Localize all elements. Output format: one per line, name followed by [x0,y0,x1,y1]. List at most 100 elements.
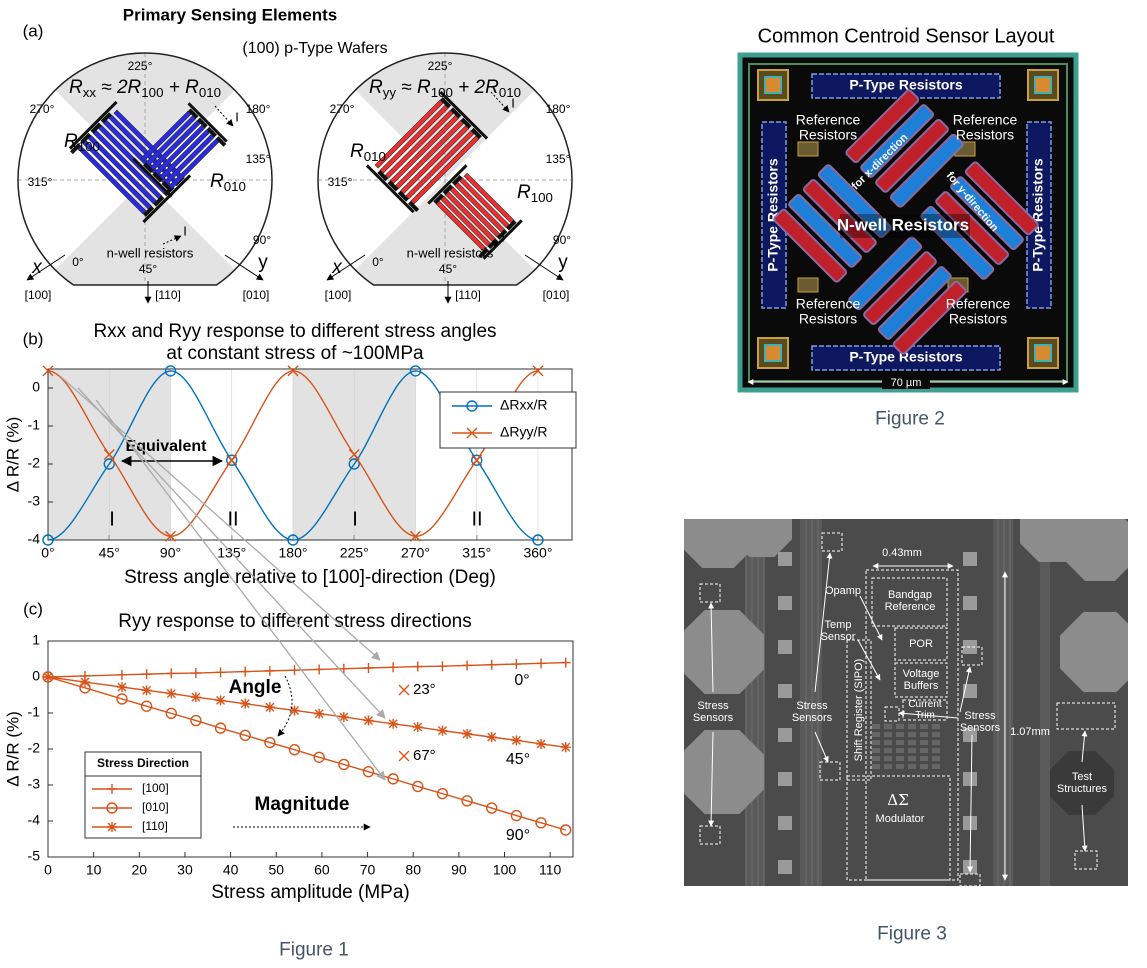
y-tick-label: -2 [28,455,41,471]
io-pad [963,772,977,786]
series-line [47,676,566,831]
block-label: POR [909,637,933,650]
x-axis-label: Stress amplitude (MPa) [211,882,410,903]
dashed-box [846,775,951,881]
bond-pad [1050,751,1114,815]
resistor [427,164,523,260]
resistor-end [142,162,154,174]
plot-frame [47,640,574,858]
io-pad [778,772,792,786]
resistor-end [152,171,163,183]
die-stripe [745,519,765,886]
angle-label: 315° [28,175,53,189]
current-label: I [511,95,515,110]
scale-bg [882,376,930,389]
angle-label: 90° [553,233,571,247]
panel-label: (b) [23,329,44,348]
x-tick-label: 90 [451,862,467,878]
quadrant [848,236,967,355]
marker [398,684,410,696]
marker [466,427,478,439]
cell [932,732,940,737]
block-label: Shift Register (SIPO) [852,658,865,762]
scale-label: 70 µm [891,377,922,389]
marker [166,688,177,699]
pointer [814,552,833,693]
marker [532,365,544,377]
n-well-bar [892,280,967,355]
x-tick-label: 225° [340,545,369,561]
legend-label: ΔRxx/R [500,397,547,413]
x-tick-label: 20 [132,862,148,878]
x-tick-label: 50 [268,862,284,878]
region-numeral: II [227,508,238,530]
dashed-box [846,639,872,781]
n-well-bar [817,164,892,239]
block-label: ΔΣ [887,790,909,809]
text-part: yy [383,84,397,99]
reference-label: Reference Resistors [945,295,1011,327]
marker [511,659,522,670]
caption: Figure 2 [875,408,945,430]
marker [141,685,152,696]
resistor-end [206,126,218,138]
direction-label: [100] [25,288,52,302]
y-tick-label: 0 [32,379,40,395]
x-tick-label: 10 [86,862,102,878]
resistor-label: R100 [517,182,553,204]
block-label: Current Trim [908,699,942,721]
marker [164,530,176,542]
n-well-bar [964,161,1039,236]
bond-pad [1064,519,1128,581]
y-tick-label: 1 [32,632,40,648]
pointer [1081,804,1088,852]
panel-subtitle: (100) p-Type Wafers [242,40,387,57]
resistor-end [478,247,489,259]
annotation: Magnitude [255,794,350,815]
nwell-label: N-well Resistors [837,215,969,234]
io-pad [778,860,792,874]
marker [287,365,299,377]
resistor [132,102,228,198]
marker [140,700,153,712]
direction-label: [010] [243,288,270,302]
formula: Ryy ≈ R100 + 2R010 [369,77,521,99]
text-part: 100 [78,138,100,153]
resistor-end [506,219,517,231]
marker [437,725,448,736]
marker [141,669,152,680]
marker [116,682,127,693]
marker [388,718,399,729]
text-part: + 2R [453,77,499,98]
marker [486,659,497,670]
dashed-box [894,662,948,698]
io-pad [778,816,792,830]
marker [264,665,275,676]
text-part: R [64,131,78,152]
io-pad [778,640,792,654]
marker [471,454,483,466]
marker [348,449,360,460]
marker [103,449,115,460]
pad-core [764,344,782,362]
x-tick-label: 70 [360,862,376,878]
marker [264,736,276,749]
resistor-end [187,108,199,119]
marker [348,458,360,470]
current-label: I [501,229,505,244]
cell [908,724,916,729]
marker [338,758,350,771]
resistor-end [496,229,508,240]
resistor-bracket [132,102,228,198]
angle-label: 45° [139,262,157,276]
pointer [708,602,715,693]
marker [461,795,473,807]
direction-label: [110] [455,288,481,302]
marker [437,661,448,672]
marker [412,780,424,793]
reference-label: Reference Resistors [795,111,861,143]
cell [896,764,904,769]
marker [388,662,399,673]
chart-title: Rxx and Ryy response to different stress… [93,321,496,342]
